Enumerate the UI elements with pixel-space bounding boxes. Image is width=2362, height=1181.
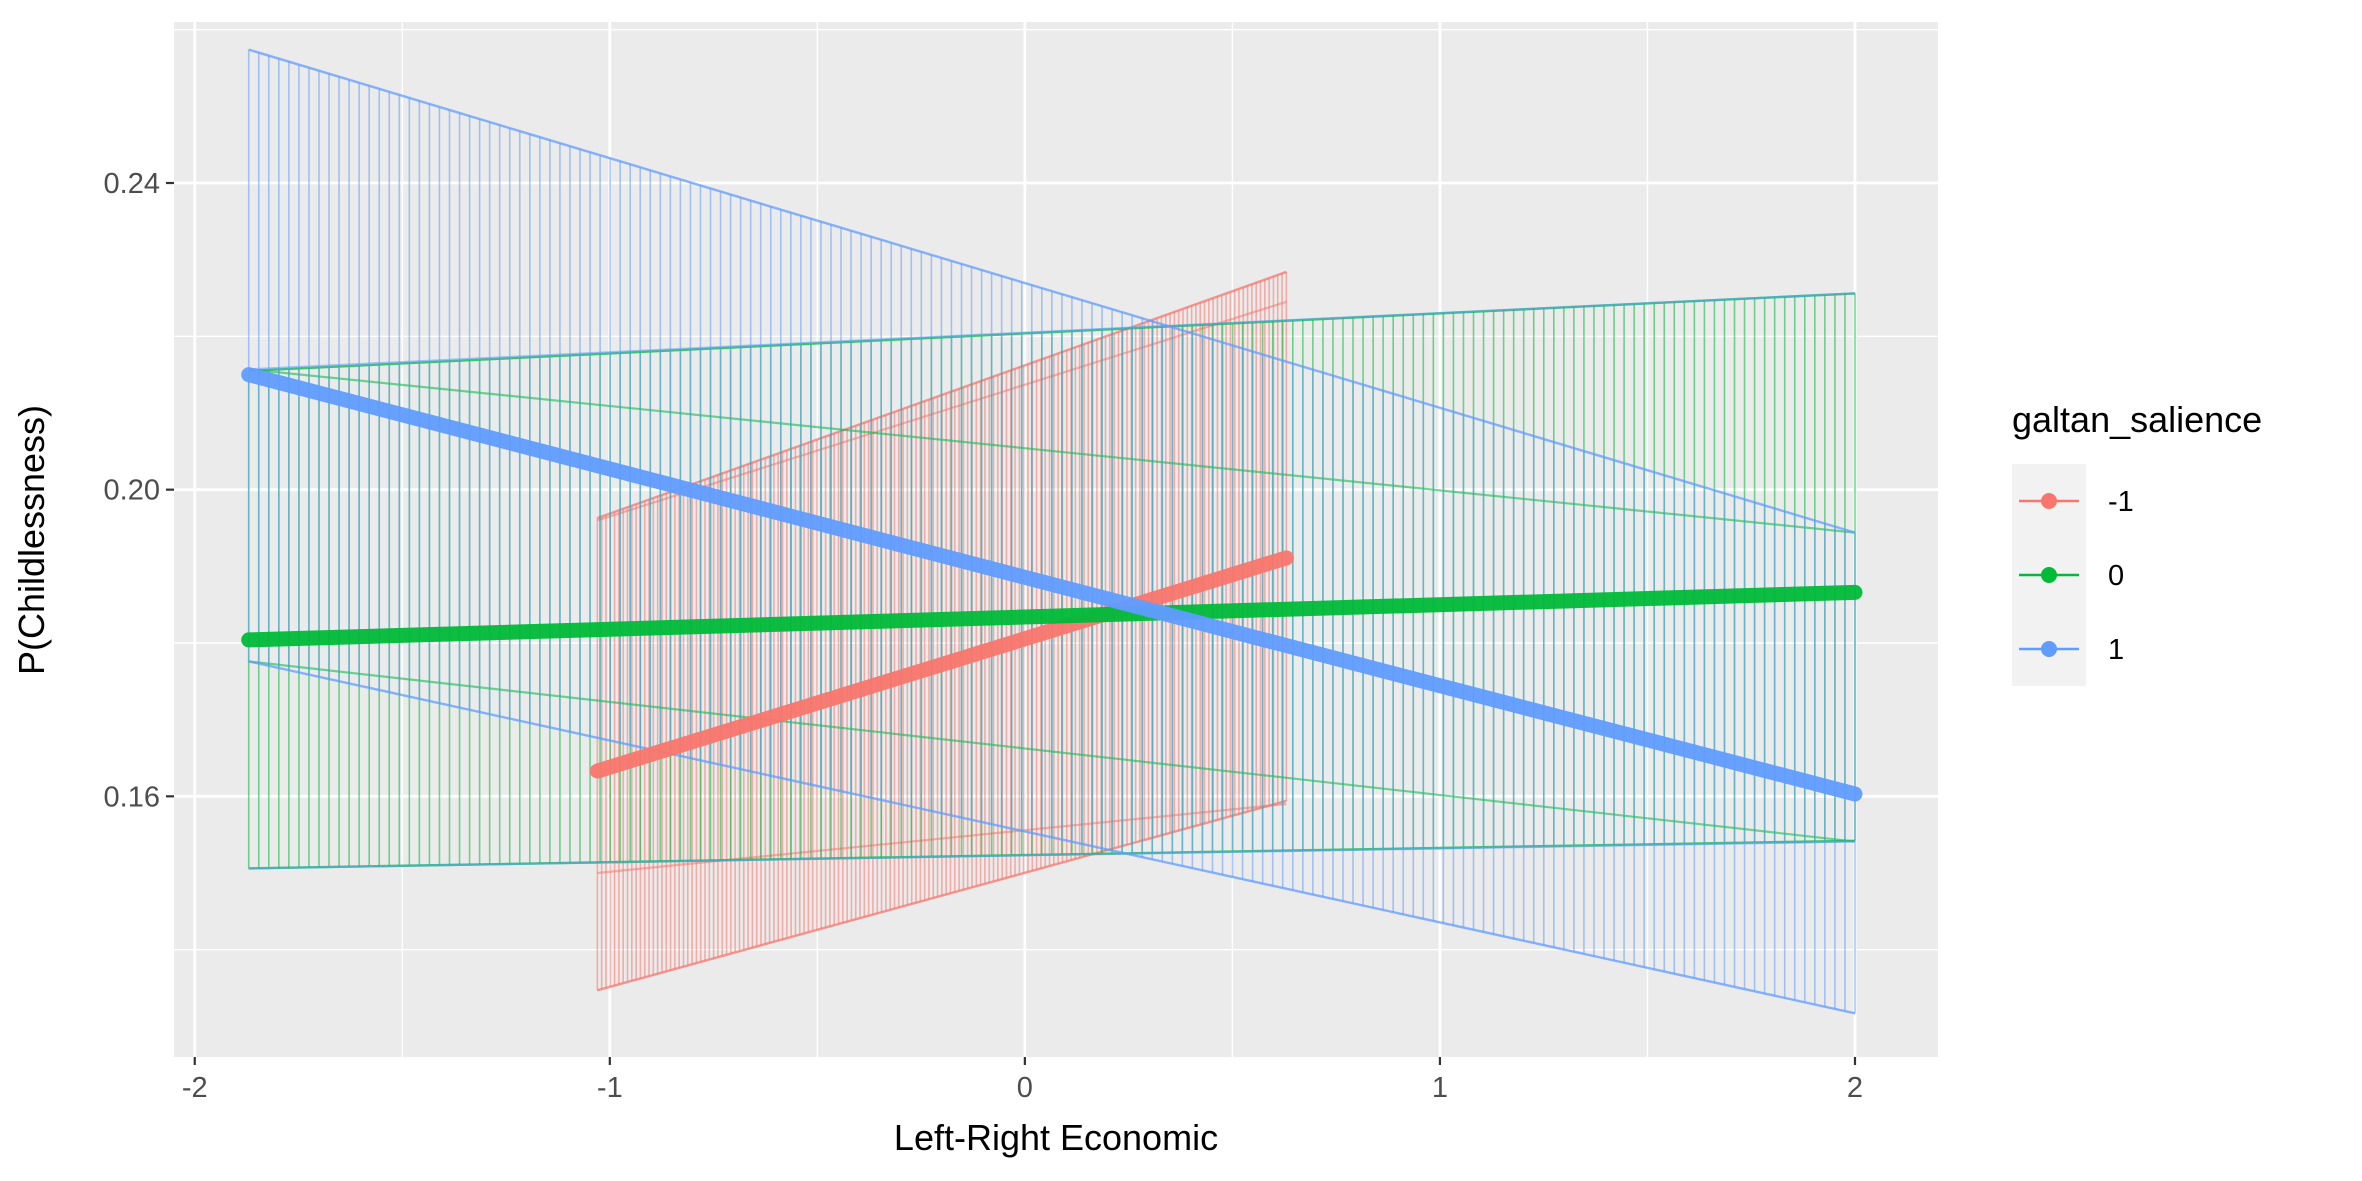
x-tick-label: 2 xyxy=(1847,1072,1863,1104)
error-bar-inner-edge xyxy=(248,840,1856,870)
x-axis: -2 -1 0 1 2 xyxy=(182,1057,1863,1104)
series-errorbars-1 xyxy=(247,48,1856,1015)
legend-label: -1 xyxy=(2108,486,2134,518)
legend-key-point xyxy=(2041,641,2057,657)
y-tick-label: 0.16 xyxy=(104,781,160,813)
legend-key-point xyxy=(2041,567,2057,583)
legend-label: 0 xyxy=(2108,560,2124,592)
legend-key-point xyxy=(2041,493,2057,509)
legend-label: 1 xyxy=(2108,634,2124,666)
legend: galtan_salience -1 0 1 xyxy=(2012,399,2262,686)
series-line--1 xyxy=(589,550,1294,779)
panel-background xyxy=(174,22,1938,1057)
y-tick-label: 0.24 xyxy=(104,168,160,200)
x-axis-title: Left-Right Economic xyxy=(894,1117,1218,1158)
error-bar-upper-edge xyxy=(248,48,1856,534)
x-tick-label: -2 xyxy=(182,1072,208,1104)
error-bar-lower-edge xyxy=(248,660,1856,1015)
series-line-0 xyxy=(241,584,1863,648)
y-axis-title: P(Childlessness) xyxy=(11,405,52,675)
x-tick-label: -1 xyxy=(597,1072,623,1104)
x-tick-label: 0 xyxy=(1017,1072,1033,1104)
legend-title: galtan_salience xyxy=(2012,399,2262,440)
series-line-1 xyxy=(241,367,1863,802)
x-tick-label: 1 xyxy=(1432,1072,1448,1104)
y-tick-label: 0.20 xyxy=(104,475,160,507)
error-bar-inner-edge xyxy=(248,292,1856,371)
y-axis: 0.16 0.20 0.24 xyxy=(104,168,174,813)
series-layer xyxy=(241,48,1863,1015)
